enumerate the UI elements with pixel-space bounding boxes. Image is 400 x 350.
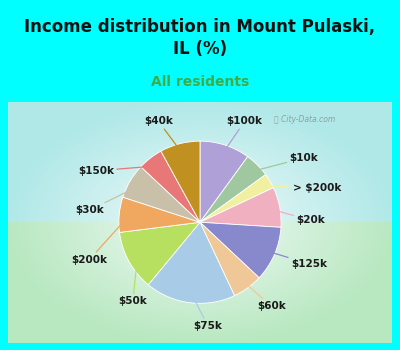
Text: $50k: $50k — [118, 259, 147, 306]
Text: > $200k: > $200k — [264, 183, 341, 193]
Wedge shape — [141, 151, 200, 222]
Text: ⓘ City-Data.com: ⓘ City-Data.com — [274, 116, 335, 124]
Text: $20k: $20k — [273, 210, 325, 225]
Wedge shape — [161, 141, 200, 222]
Text: $60k: $60k — [244, 282, 286, 312]
Text: $100k: $100k — [224, 116, 262, 152]
Text: $40k: $40k — [144, 116, 181, 151]
Wedge shape — [120, 222, 200, 285]
Text: All residents: All residents — [151, 75, 249, 89]
Wedge shape — [200, 175, 273, 222]
Text: Income distribution in Mount Pulaski,
IL (%): Income distribution in Mount Pulaski, IL… — [24, 18, 376, 58]
Wedge shape — [123, 167, 200, 222]
Text: $75k: $75k — [192, 295, 222, 331]
Wedge shape — [200, 157, 266, 222]
Wedge shape — [119, 197, 200, 232]
Text: $30k: $30k — [75, 187, 136, 215]
Text: $10k: $10k — [253, 153, 318, 171]
Wedge shape — [200, 141, 248, 222]
Wedge shape — [200, 188, 281, 228]
Text: $200k: $200k — [71, 218, 127, 265]
Text: $150k: $150k — [78, 166, 154, 176]
Text: $125k: $125k — [268, 251, 327, 269]
Wedge shape — [200, 222, 281, 278]
Wedge shape — [200, 222, 259, 296]
Wedge shape — [148, 222, 234, 303]
